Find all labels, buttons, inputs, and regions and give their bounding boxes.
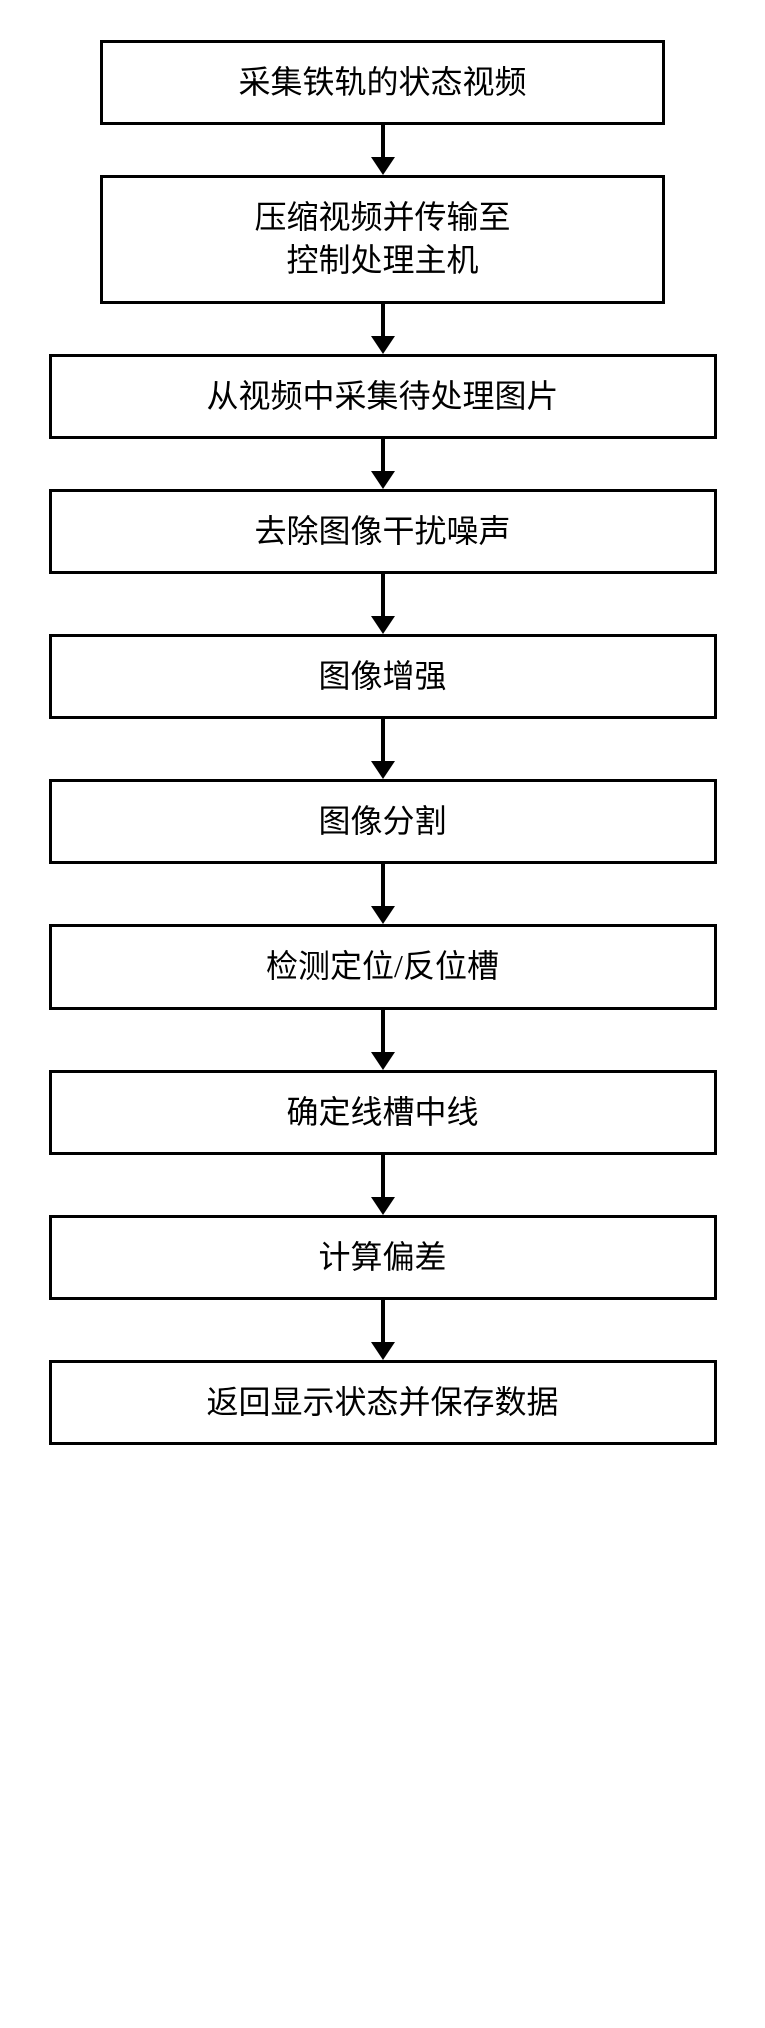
flow-step-3: 从视频中采集待处理图片: [49, 354, 717, 439]
flow-step-label: 压缩视频并传输至 控制处理主机: [254, 196, 510, 282]
flow-step-label: 从视频中采集待处理图片: [206, 375, 558, 418]
flow-step-label: 确定线槽中线: [286, 1091, 478, 1134]
flow-arrow: [371, 864, 395, 924]
flow-arrow: [371, 1010, 395, 1070]
flow-arrow: [371, 1300, 395, 1360]
flow-step-label: 采集铁轨的状态视频: [238, 61, 526, 104]
flow-step-6: 图像分割: [49, 779, 717, 864]
flow-arrow: [371, 125, 395, 175]
flow-step-2: 压缩视频并传输至 控制处理主机: [100, 175, 665, 303]
flowchart-container: 采集铁轨的状态视频压缩视频并传输至 控制处理主机从视频中采集待处理图片去除图像干…: [49, 40, 717, 1445]
flow-arrow: [371, 304, 395, 354]
flow-step-label: 返回显示状态并保存数据: [206, 1381, 558, 1424]
flow-step-label: 图像分割: [318, 800, 446, 843]
flow-step-label: 计算偏差: [318, 1236, 446, 1279]
flow-step-8: 确定线槽中线: [49, 1070, 717, 1155]
flow-arrow: [371, 574, 395, 634]
flow-step-label: 图像增强: [318, 655, 446, 698]
flow-step-9: 计算偏差: [49, 1215, 717, 1300]
flow-arrow: [371, 439, 395, 489]
flow-step-label: 检测定位/反位槽: [266, 945, 499, 988]
flow-step-4: 去除图像干扰噪声: [49, 489, 717, 574]
flow-step-5: 图像增强: [49, 634, 717, 719]
flow-step-10: 返回显示状态并保存数据: [49, 1360, 717, 1445]
flow-step-label: 去除图像干扰噪声: [254, 510, 510, 553]
flow-step-7: 检测定位/反位槽: [49, 924, 717, 1009]
flow-step-1: 采集铁轨的状态视频: [100, 40, 665, 125]
flow-arrow: [371, 1155, 395, 1215]
flow-arrow: [371, 719, 395, 779]
